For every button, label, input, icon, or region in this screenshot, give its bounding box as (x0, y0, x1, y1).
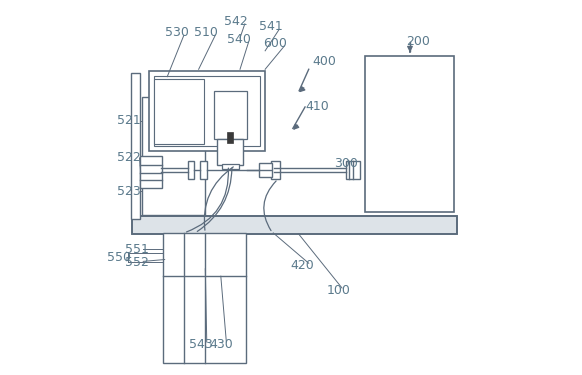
Text: 523: 523 (116, 185, 140, 198)
Text: 300: 300 (335, 157, 359, 170)
Text: 521: 521 (116, 114, 140, 128)
Bar (200, 161, 207, 179)
Bar (187, 161, 194, 179)
Text: 430: 430 (209, 338, 233, 351)
Text: 542: 542 (223, 15, 247, 28)
Bar (163, 233, 246, 363)
Text: 543: 543 (189, 338, 212, 351)
Bar (132, 73, 140, 219)
Text: 552: 552 (125, 256, 148, 268)
Text: 550: 550 (107, 251, 131, 264)
Text: 200: 200 (406, 35, 431, 48)
Bar (346, 161, 360, 179)
Bar (140, 156, 162, 188)
Bar (132, 216, 457, 234)
Bar (214, 92, 247, 140)
Bar (228, 132, 233, 143)
Text: 420: 420 (290, 259, 314, 272)
Bar (222, 164, 239, 169)
Bar (132, 216, 457, 234)
Text: 410: 410 (305, 100, 329, 113)
Bar (143, 97, 205, 215)
Bar (217, 139, 243, 165)
Text: 100: 100 (327, 285, 351, 297)
Bar (365, 56, 453, 211)
Text: 530: 530 (165, 26, 189, 39)
Bar (154, 76, 260, 146)
Bar (271, 161, 279, 179)
Bar (154, 79, 204, 144)
Bar (259, 163, 272, 177)
Text: 551: 551 (125, 243, 148, 256)
Text: 400: 400 (313, 56, 336, 68)
Text: 522: 522 (116, 152, 140, 165)
Text: 600: 600 (264, 37, 288, 50)
Bar (149, 71, 265, 150)
Text: 510: 510 (194, 26, 218, 39)
Text: 541: 541 (259, 20, 282, 33)
Text: 540: 540 (228, 33, 251, 46)
